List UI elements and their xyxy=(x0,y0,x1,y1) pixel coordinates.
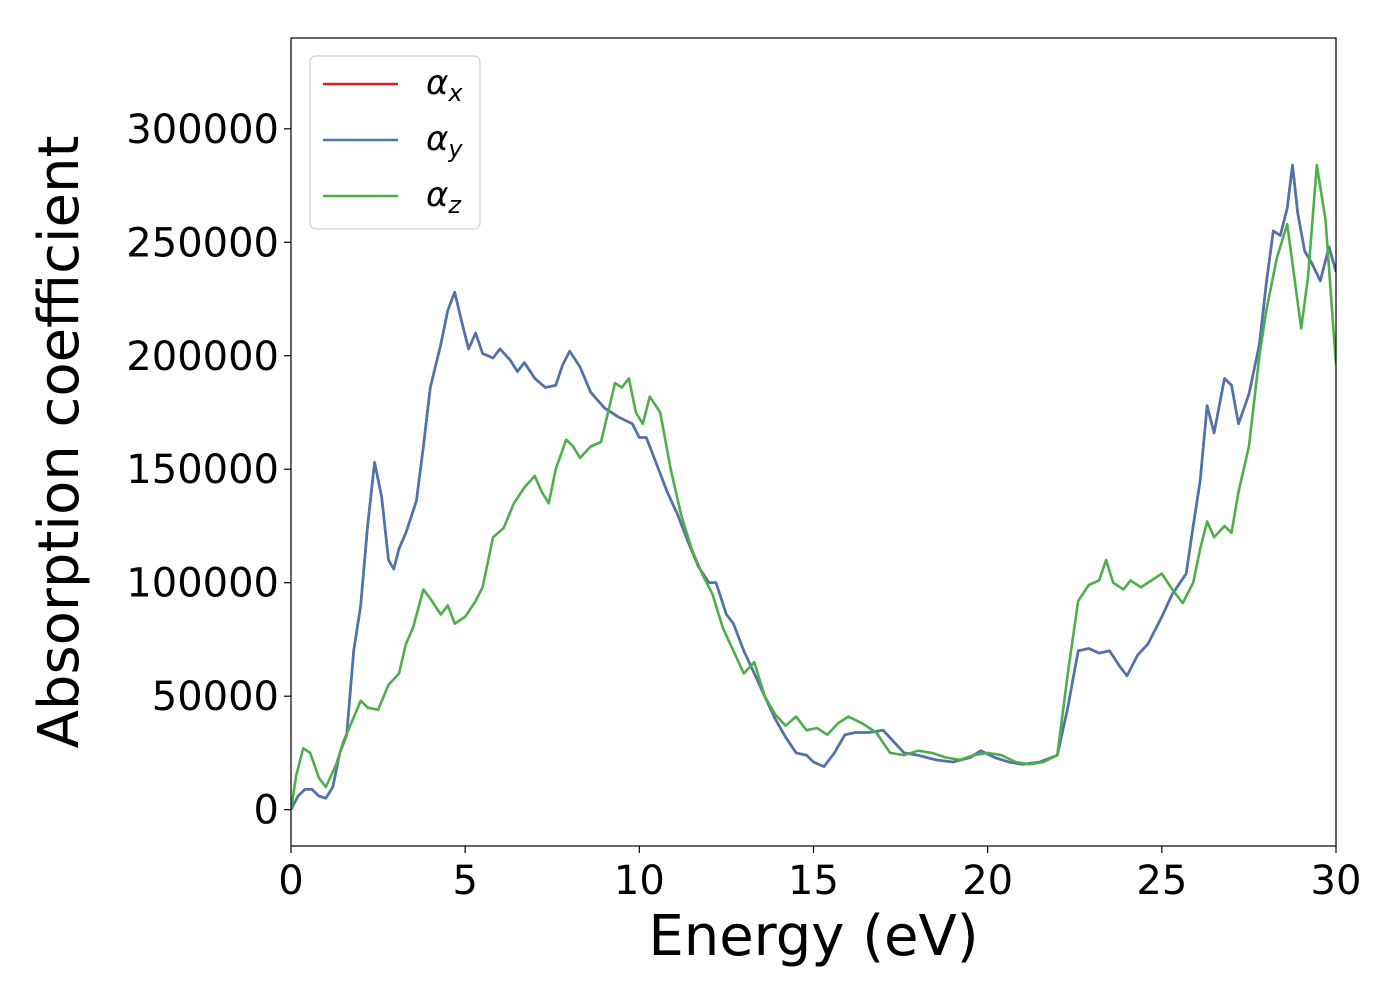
x-tick-label: 25 xyxy=(1136,858,1187,904)
series-line-y xyxy=(291,163,1336,811)
y-axis-label: Absorption coefficient xyxy=(27,136,92,749)
y-tick-label: 150000 xyxy=(126,447,279,493)
y-tick-label: 50000 xyxy=(152,674,279,720)
y-tick-label: 250000 xyxy=(126,220,279,266)
x-tick-label: 15 xyxy=(788,858,839,904)
series-layer xyxy=(291,163,1336,811)
y-tick-label: 0 xyxy=(254,788,279,834)
legend-box xyxy=(309,55,481,230)
x-tick-label: 5 xyxy=(452,858,477,904)
x-tick-label: 20 xyxy=(962,858,1013,904)
series-line-z xyxy=(291,163,1336,810)
x-tick-label: 0 xyxy=(278,858,303,904)
x-tick-label: 30 xyxy=(1311,858,1362,904)
y-axis-ticks: 0 50000 100000 150000 200000 250000 300000 xyxy=(126,107,291,834)
x-axis-ticks: 0 5 10 15 20 25 30 xyxy=(278,846,1361,904)
y-tick-label: 100000 xyxy=(126,561,279,607)
y-tick-label: 300000 xyxy=(126,107,279,153)
legend: αx αy αz xyxy=(309,55,481,230)
x-tick-label: 10 xyxy=(614,858,665,904)
legend-label-z: αz xyxy=(426,175,462,219)
legend-label-x: αx xyxy=(426,63,463,107)
x-axis-label: Energy (eV) xyxy=(648,904,978,969)
legend-label-y: αy xyxy=(426,119,463,163)
y-tick-label: 200000 xyxy=(126,334,279,380)
